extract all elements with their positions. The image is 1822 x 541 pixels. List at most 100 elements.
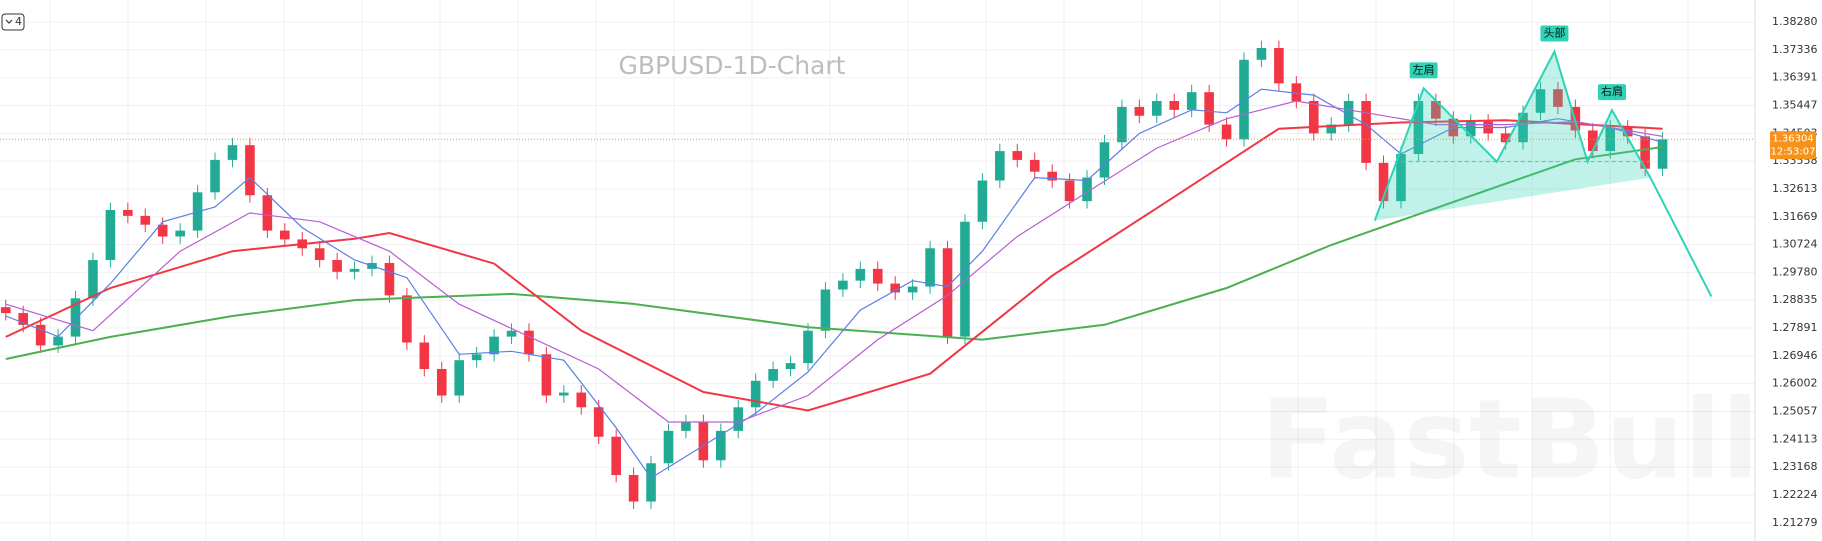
interval-badge[interactable]: 4	[1, 13, 25, 31]
pattern-label-box	[1409, 62, 1438, 79]
candle-body	[35, 324, 46, 346]
candle-body	[820, 289, 831, 331]
pattern-label: 头部	[1543, 26, 1565, 40]
candle-body	[53, 336, 63, 346]
candle-body	[750, 380, 761, 408]
candle-body	[1361, 101, 1371, 163]
y-tick-label: 1.35447	[1772, 99, 1818, 112]
candle-body	[1239, 59, 1249, 140]
candle-body	[506, 330, 517, 337]
candle-body	[1221, 124, 1232, 140]
candle-body	[0, 307, 11, 314]
grid	[0, 0, 1755, 541]
y-tick-label: 1.31669	[1772, 210, 1818, 223]
candle-body	[384, 262, 395, 296]
candle-body	[1605, 127, 1616, 152]
moving-average-line	[5, 100, 1663, 423]
candle-body	[105, 209, 116, 261]
candle-body	[1343, 101, 1354, 125]
candle-body	[646, 463, 656, 502]
candle-body	[262, 195, 273, 231]
y-tick-label: 1.36391	[1772, 71, 1818, 84]
y-tick-label: 1.23168	[1772, 460, 1818, 473]
moving-average-line	[5, 88, 1663, 479]
y-tick-label: 1.26002	[1772, 377, 1818, 390]
candle-body	[925, 248, 935, 287]
y-tick-label: 1.25057	[1772, 405, 1818, 418]
candle-body	[1396, 154, 1406, 202]
pattern-label-box	[1597, 84, 1626, 101]
candle-body	[245, 145, 255, 196]
candle-body	[1431, 101, 1441, 119]
candle-body	[716, 430, 726, 461]
candle-body	[838, 280, 848, 290]
candle-body	[977, 180, 988, 222]
candle-body	[1134, 106, 1145, 116]
candle-body	[995, 151, 1005, 181]
candle-body	[210, 159, 220, 193]
candle-body	[332, 260, 342, 272]
chart-title: GBPUSD-1D-Chart	[619, 51, 846, 80]
candle-body	[123, 209, 133, 216]
candle-body	[489, 336, 499, 355]
candle-body	[1186, 92, 1197, 110]
pattern-label: 左肩	[1413, 62, 1435, 76]
candle-body	[1657, 139, 1668, 169]
candle-body	[436, 369, 447, 396]
candle-body	[1256, 48, 1267, 60]
candle-body	[576, 392, 587, 408]
y-tick-label: 1.24113	[1772, 432, 1818, 445]
price-tag-countdown: 12:53:07	[1771, 146, 1816, 157]
candle-body	[1012, 151, 1023, 160]
candle-body	[785, 363, 796, 370]
y-tick-label: 1.28835	[1772, 293, 1818, 306]
candle-body	[1535, 89, 1546, 113]
badge-box[interactable]	[1, 13, 25, 31]
price-tag-price: 1.36304	[1772, 133, 1813, 144]
pattern-line	[1373, 48, 1713, 298]
candle-body	[803, 330, 813, 364]
candle-body	[1047, 171, 1057, 181]
candle-body	[349, 268, 360, 272]
candle-body	[1413, 101, 1424, 155]
candle-body	[1082, 177, 1092, 202]
candle-body	[541, 354, 552, 396]
candle-body	[1500, 133, 1511, 143]
y-tick-label: 1.26946	[1772, 349, 1818, 362]
candle-body	[681, 422, 691, 431]
candle-body	[1465, 121, 1476, 137]
candle-body	[1518, 112, 1528, 143]
candle-body	[1308, 101, 1319, 134]
candle-body	[175, 230, 185, 237]
candle-body	[628, 475, 639, 502]
candle-body	[1378, 162, 1389, 202]
candle-body	[157, 224, 168, 237]
candle-body	[524, 330, 534, 355]
candle-body	[1640, 136, 1650, 169]
candle-body	[1169, 101, 1180, 110]
candle-body	[1099, 142, 1110, 178]
badge-text: 4	[15, 15, 22, 28]
pattern-label: 右肩	[1601, 84, 1623, 98]
price-tag-box	[1770, 131, 1816, 160]
y-tick-label: 1.30724	[1772, 238, 1818, 251]
candle-body	[88, 260, 98, 299]
moving-average-line	[5, 146, 1663, 360]
candle-body	[1152, 101, 1162, 116]
candle-body	[471, 354, 482, 361]
y-tick-label: 1.29780	[1772, 265, 1818, 278]
candle-body	[1204, 92, 1214, 125]
candle-body	[611, 436, 621, 476]
candle-body	[907, 286, 918, 293]
candle-body	[890, 283, 900, 293]
candle-body	[593, 407, 604, 437]
moving-average-line	[5, 119, 1663, 412]
candle-body	[855, 268, 866, 281]
candle-body	[227, 145, 238, 160]
candle-body	[698, 422, 709, 461]
candle-body	[872, 268, 883, 284]
badge-chevron	[5, 19, 13, 24]
candle-body	[1553, 89, 1563, 107]
